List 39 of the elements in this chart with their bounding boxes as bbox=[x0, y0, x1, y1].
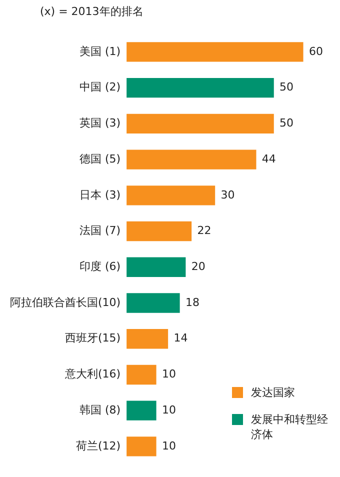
y-tick-label: 阿拉伯联合酋长国(10) bbox=[10, 296, 121, 309]
bar bbox=[126, 186, 216, 206]
bar bbox=[126, 364, 156, 385]
y-tick-label: 韩国 (8) bbox=[80, 403, 121, 416]
data-label: 14 bbox=[174, 332, 188, 345]
bar bbox=[126, 114, 274, 134]
data-label: 10 bbox=[162, 368, 176, 381]
bar bbox=[126, 150, 256, 170]
bar bbox=[126, 436, 156, 456]
y-tick-label: 印度 (6) bbox=[80, 260, 121, 273]
data-label: 10 bbox=[162, 403, 176, 416]
y-tick-label: 英国 (3) bbox=[80, 116, 121, 130]
data-label: 20 bbox=[191, 260, 206, 273]
bar bbox=[126, 329, 168, 349]
y-tick-label: 西班牙(15) bbox=[64, 332, 121, 345]
y-tick-label: 德国 (5) bbox=[80, 152, 121, 166]
chart-subtitle: (x) = 2013年的排名 bbox=[40, 4, 144, 19]
bar bbox=[126, 400, 156, 420]
bar bbox=[126, 42, 304, 62]
data-label: 50 bbox=[280, 116, 294, 130]
y-tick-label: 荷兰(12) bbox=[76, 439, 121, 452]
data-label: 60 bbox=[308, 44, 323, 58]
bar bbox=[126, 257, 186, 277]
y-tick-label: 美国 (1) bbox=[80, 44, 121, 58]
y-tick-label: 日本 (3) bbox=[80, 188, 121, 202]
bar bbox=[126, 78, 274, 98]
data-label: 50 bbox=[280, 80, 294, 94]
y-tick-label: 意大利(16) bbox=[64, 368, 121, 381]
bar bbox=[126, 293, 180, 313]
data-label: 18 bbox=[185, 296, 200, 309]
data-label: 44 bbox=[262, 152, 276, 166]
y-tick-label: 法国 (7) bbox=[80, 224, 121, 238]
legend-label: 发达国家 bbox=[251, 385, 296, 400]
legend-label: 发展中和转型经济体 bbox=[251, 412, 329, 442]
bar bbox=[126, 221, 192, 242]
y-tick-label: 中国 (2) bbox=[80, 80, 121, 94]
data-label: 30 bbox=[220, 188, 235, 202]
data-label: 22 bbox=[197, 224, 212, 238]
data-label: 10 bbox=[162, 439, 176, 452]
